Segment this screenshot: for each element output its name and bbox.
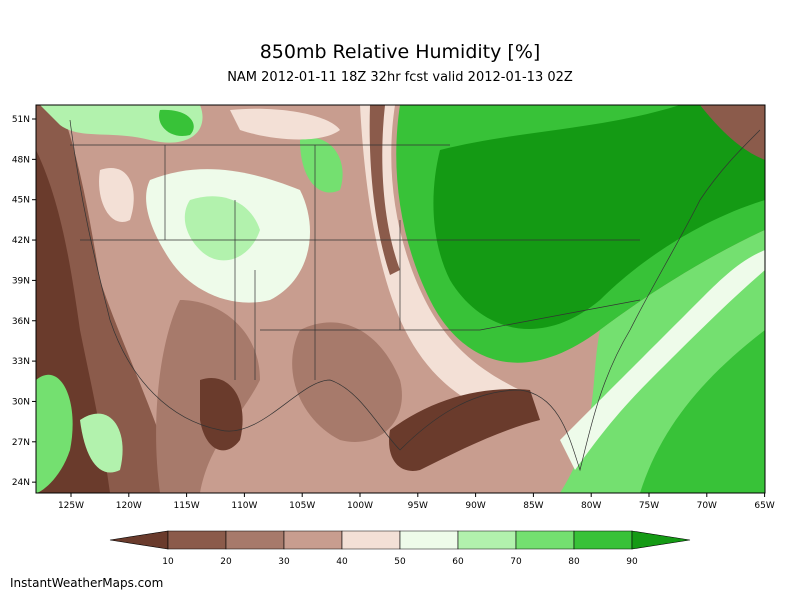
colorbar-segment [283, 530, 343, 550]
colorbar-segment [341, 530, 401, 550]
colorbar-label: 70 [510, 557, 522, 567]
lat-label: 45N [12, 196, 30, 206]
lat-label: 24N [12, 478, 30, 488]
map-frame [35, 104, 766, 494]
colorbar-label: 30 [278, 557, 290, 567]
title: 850mb Relative Humidity [%] [260, 41, 541, 63]
colorbar-segment [225, 530, 285, 550]
lon-label: 95W [408, 501, 428, 511]
colorbar-segment [515, 530, 575, 550]
lon-label: 105W [289, 501, 315, 511]
colorbar-segment [457, 530, 517, 550]
lat-label: 33N [12, 357, 30, 367]
colorbar-label: 90 [626, 557, 638, 567]
colorbar-segment [399, 530, 459, 550]
lon-label: 120W [116, 501, 142, 511]
colorbar-segment [631, 530, 691, 550]
colorbar-label: 10 [162, 557, 174, 567]
lat-label: 27N [12, 438, 30, 448]
colorbar-label: 40 [336, 557, 348, 567]
colorbar-label: 80 [568, 557, 580, 567]
humidity-field [36, 105, 765, 493]
lon-label: 70W [697, 501, 717, 511]
colorbar-label: 20 [220, 557, 232, 567]
lat-label: 30N [12, 397, 30, 407]
lat-label: 42N [12, 236, 30, 246]
colorbar-segment [167, 530, 227, 550]
lon-label: 90W [465, 501, 485, 511]
lat-label: 51N [12, 115, 30, 125]
footer-credit: InstantWeatherMaps.com [10, 576, 163, 590]
lon-label: 75W [639, 501, 659, 511]
colorbar-segment [573, 530, 633, 550]
subtitle: NAM 2012-01-11 18Z 32hr fcst valid 2012-… [227, 70, 573, 85]
lon-label: 100W [347, 501, 373, 511]
lon-label: 110W [231, 501, 257, 511]
lon-label: 115W [174, 501, 200, 511]
colorbar-segment [109, 530, 169, 550]
lon-label: 125W [58, 501, 84, 511]
colorbar-label: 60 [452, 557, 464, 567]
lon-label: 65W [754, 501, 774, 511]
lon-label: 85W [523, 501, 543, 511]
colorbar-label: 50 [394, 557, 406, 567]
lat-label: 48N [12, 155, 30, 165]
lat-label: 39N [12, 276, 30, 286]
lat-label: 36N [12, 317, 30, 327]
lon-label: 80W [581, 501, 601, 511]
